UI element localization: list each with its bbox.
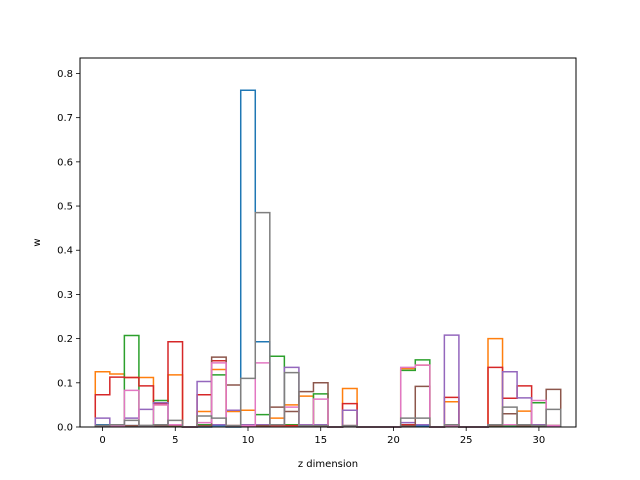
y-tick-label: 0.6 (57, 157, 73, 168)
y-tick-label: 0.0 (57, 423, 73, 434)
y-ticks: 0.0 0.1 0.2 0.3 0.4 0.5 0.6 0.7 0.8 (57, 69, 80, 434)
x-tick-label: 15 (314, 435, 327, 446)
x-axis-label: z dimension (298, 459, 358, 470)
x-tick-label: 0 (99, 435, 105, 446)
y-tick-label: 0.4 (57, 246, 73, 257)
series-8-step-line (94, 211, 562, 428)
x-tick-label: 10 (242, 435, 255, 446)
plot-frame (79, 57, 577, 428)
y-axis-label: w (32, 238, 43, 246)
x-ticks: 0 5 10 15 20 25 30 (99, 427, 545, 446)
y-tick-label: 0.8 (57, 69, 73, 80)
y-tick-label: 0.1 (57, 378, 73, 389)
y-tick-label: 0.5 (57, 202, 73, 213)
x-tick-label: 30 (533, 435, 546, 446)
y-tick-label: 0.3 (57, 290, 73, 301)
y-tick-label: 0.2 (57, 334, 73, 345)
x-tick-label: 25 (460, 435, 473, 446)
y-tick-label: 0.7 (57, 113, 73, 124)
x-tick-label: 5 (172, 435, 178, 446)
x-tick-label: 20 (387, 435, 400, 446)
